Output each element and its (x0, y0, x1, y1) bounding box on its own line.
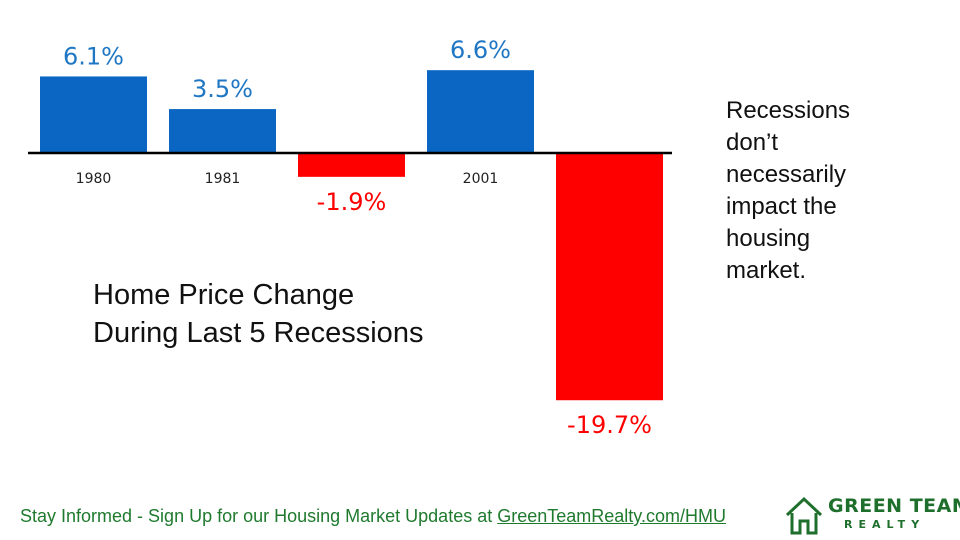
data-label-5: -19.7% (567, 411, 652, 439)
house-icon (785, 496, 823, 535)
side-note-line-4: impact the (726, 193, 837, 220)
chart-title-line-2: During Last 5 Recessions (93, 317, 424, 349)
bar-5 (556, 153, 663, 401)
bar-3 (298, 153, 405, 177)
category-label-1: 1980 (76, 171, 112, 187)
data-label-2: 3.5% (192, 75, 253, 103)
bar-1 (40, 76, 147, 153)
side-note: Recessions don’t necessarily impact the … (726, 95, 926, 287)
side-note-line-1: Recessions (726, 97, 851, 124)
chart-title-line-1: Home Price Change (93, 279, 355, 311)
data-label-3: -1.9% (317, 188, 387, 216)
data-label-1: 6.1% (63, 42, 124, 70)
category-label-4: 2001 (463, 171, 499, 187)
bar-2 (169, 109, 276, 153)
logo-text-sub: REALTY (844, 518, 926, 531)
bar-4 (427, 70, 534, 153)
side-note-line-5: housing (726, 225, 811, 252)
chart-title: Home Price Change During Last 5 Recessio… (93, 276, 423, 352)
footer-text: Stay Informed - Sign Up for our Housing … (20, 506, 498, 526)
data-label-4: 6.6% (450, 36, 511, 64)
footer-link[interactable]: GreenTeamRealty.com/HMU (497, 506, 726, 526)
logo-text-main: GREEN TEAM (828, 495, 960, 517)
company-logo: GREEN TEAM REALTY (784, 495, 960, 535)
category-label-2: 1981 (205, 171, 241, 187)
side-note-line-3: necessarily (726, 161, 847, 188)
side-note-line-2: don’t (726, 129, 779, 156)
side-note-line-6: market. (726, 257, 807, 284)
bar-chart: 6.1% 1980 3.5% 1981 -1.9% 6.6% 2001 -19.7% (28, 36, 672, 439)
footer: Stay Informed - Sign Up for our Housing … (20, 506, 726, 527)
